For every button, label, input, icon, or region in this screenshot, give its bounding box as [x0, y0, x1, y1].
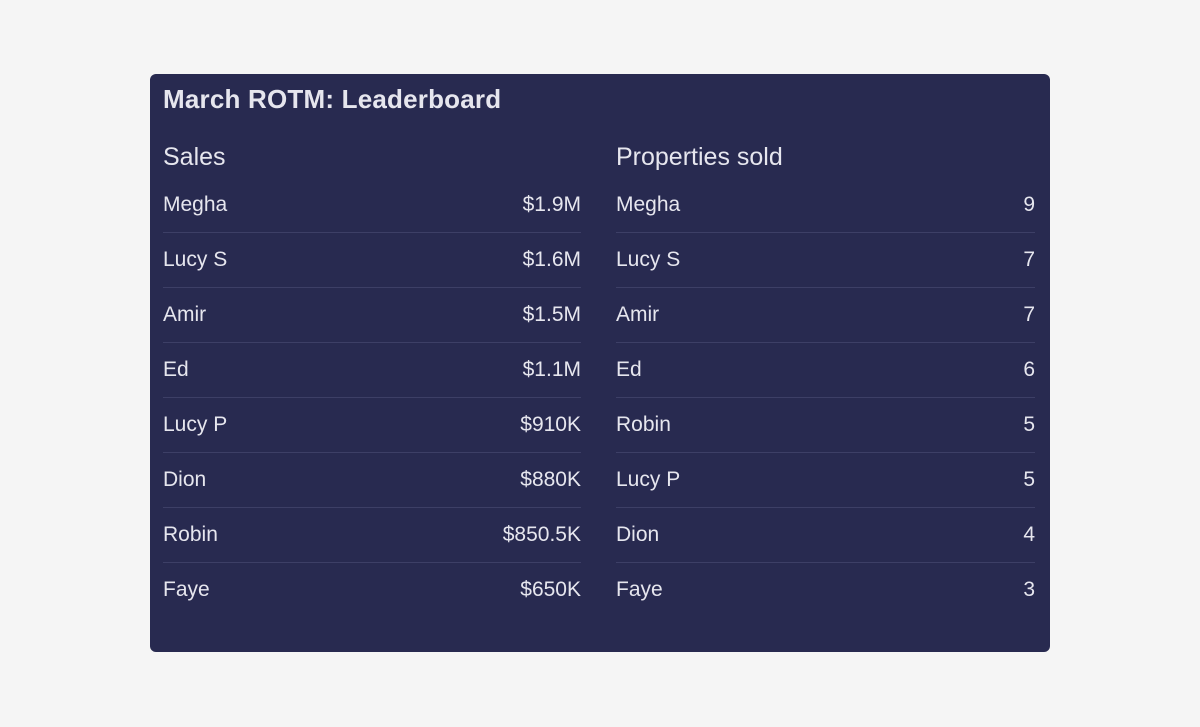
row-name: Dion — [616, 523, 660, 546]
row-name: Megha — [163, 193, 228, 216]
row-value: 5 — [1023, 413, 1035, 436]
sales-column: Sales Megha $1.9M Lucy S $1.6M Amir $1.5M E… — [163, 140, 581, 617]
row-name: Robin — [616, 413, 671, 436]
row-value: $650K — [520, 578, 581, 601]
sales-row: Dion $880K — [163, 453, 581, 508]
properties-row: Megha 9 — [616, 178, 1035, 233]
row-name: Lucy S — [163, 248, 228, 271]
row-value: $1.1M — [522, 358, 581, 381]
properties-row: Amir 7 — [616, 288, 1035, 343]
sales-row: Ed $1.1M — [163, 343, 581, 398]
row-name: Lucy P — [163, 413, 228, 436]
properties-heading: Properties sold — [616, 143, 783, 171]
row-value: 7 — [1023, 248, 1035, 271]
properties-row: Ed 6 — [616, 343, 1035, 398]
row-value: $1.6M — [522, 248, 581, 271]
properties-row: Lucy S 7 — [616, 233, 1035, 288]
row-name: Amir — [163, 303, 207, 326]
card-title: March ROTM: Leaderboard — [163, 84, 502, 114]
row-name: Megha — [616, 193, 681, 216]
sales-row: Faye $650K — [163, 563, 581, 617]
row-name: Ed — [616, 358, 642, 381]
row-value: $850.5K — [502, 523, 581, 546]
row-name: Amir — [616, 303, 660, 326]
row-value: 3 — [1023, 578, 1035, 601]
row-name: Dion — [163, 468, 207, 491]
row-name: Lucy S — [616, 248, 681, 271]
row-value: 6 — [1023, 358, 1035, 381]
sales-row: Robin $850.5K — [163, 508, 581, 563]
row-value: $910K — [520, 413, 581, 436]
row-name: Lucy P — [616, 468, 681, 491]
row-value: 5 — [1023, 468, 1035, 491]
properties-column: Properties sold Megha 9 Lucy S 7 Amir 7 Ed 6… — [616, 140, 1035, 617]
row-value: 4 — [1023, 523, 1035, 546]
row-value: 7 — [1023, 303, 1035, 326]
sales-heading: Sales — [163, 143, 226, 171]
properties-row: Faye 3 — [616, 563, 1035, 617]
row-value: $1.9M — [522, 193, 581, 216]
row-name: Robin — [163, 523, 218, 546]
row-name: Ed — [163, 358, 189, 381]
leaderboard-card: March ROTM: Leaderboard Sales Megha $1.9M… — [150, 74, 1050, 652]
properties-row: Lucy P 5 — [616, 453, 1035, 508]
row-value: $1.5M — [522, 303, 581, 326]
sales-row: Lucy S $1.6M — [163, 233, 581, 288]
sales-row: Megha $1.9M — [163, 178, 581, 233]
row-name: Faye — [616, 578, 663, 601]
properties-row: Dion 4 — [616, 508, 1035, 563]
sales-row: Amir $1.5M — [163, 288, 581, 343]
properties-row: Robin 5 — [616, 398, 1035, 453]
row-name: Faye — [163, 578, 210, 601]
row-value: 9 — [1023, 193, 1035, 216]
sales-row: Lucy P $910K — [163, 398, 581, 453]
row-value: $880K — [520, 468, 581, 491]
